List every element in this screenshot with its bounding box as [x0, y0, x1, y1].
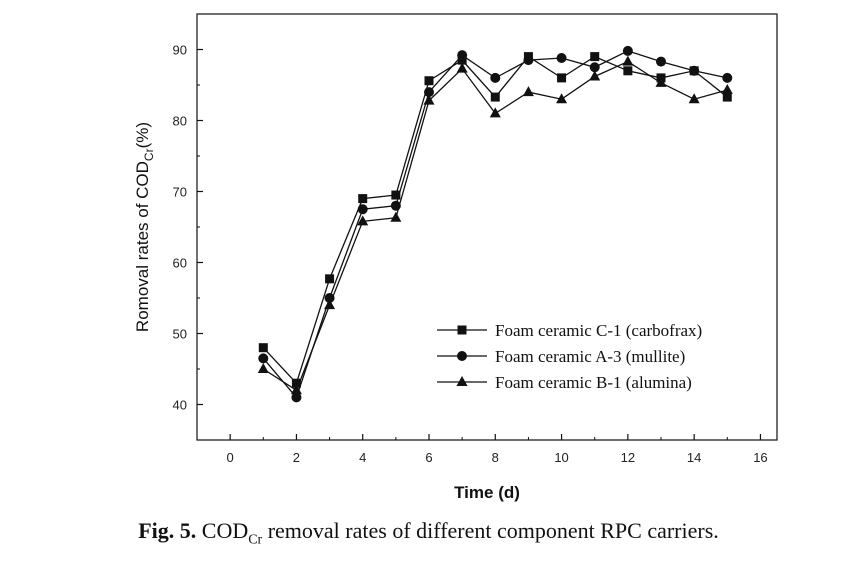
legend-label: Foam ceramic A-3 (mullite): [495, 347, 685, 366]
data-point: [291, 378, 301, 388]
x-tick-label: 2: [293, 450, 300, 465]
y-tick-label: 50: [173, 327, 187, 342]
data-point: [324, 299, 336, 310]
data-point: [490, 92, 500, 102]
data-point: [423, 94, 435, 105]
figure-caption: Fig. 5. CODCr removal rates of different…: [0, 518, 857, 548]
data-point: [655, 76, 667, 87]
data-point: [391, 190, 401, 200]
y-tick-label: 70: [173, 185, 187, 200]
y-tick-label: 40: [173, 398, 187, 413]
data-point: [522, 86, 534, 97]
data-point: [325, 274, 335, 284]
data-point: [556, 53, 567, 64]
legend-marker: [457, 351, 467, 361]
y-axis-title-suffix: (%): [133, 122, 152, 148]
caption-post: removal rates of different component RPC…: [262, 518, 719, 543]
series-group: [257, 45, 733, 403]
series-circle: [258, 45, 733, 403]
x-tick-label: 16: [753, 450, 767, 465]
legend-marker: [456, 376, 468, 386]
data-point: [688, 93, 700, 104]
data-point: [589, 62, 600, 73]
legend: Foam ceramic C-1 (carbofrax) Foam ceramic…: [437, 321, 702, 392]
data-point: [523, 55, 534, 66]
legend-entry: Foam ceramic B-1 (alumina): [437, 373, 692, 392]
data-point: [556, 93, 568, 104]
data-point: [257, 363, 269, 373]
y-axis-title-sub: Cr: [142, 148, 156, 161]
legend-marker: [457, 325, 467, 335]
data-point: [689, 65, 700, 76]
x-tick-label: 12: [621, 450, 635, 465]
caption-sub: Cr: [248, 532, 263, 548]
data-point: [623, 66, 633, 76]
y-axis-title-main: Romoval rates of COD: [133, 161, 152, 332]
data-point: [390, 211, 402, 222]
data-point: [722, 92, 732, 102]
data-point: [722, 72, 733, 83]
data-point: [357, 215, 369, 226]
data-point: [290, 384, 302, 395]
data-point: [258, 353, 269, 364]
data-point: [424, 76, 434, 86]
data-point: [656, 56, 666, 67]
legend-entry: Foam ceramic C-1 (carbofrax): [437, 321, 702, 340]
legend-label: Foam ceramic C-1 (carbofrax): [495, 321, 702, 340]
data-point: [490, 72, 501, 83]
data-point: [589, 70, 601, 81]
data-point: [357, 204, 368, 215]
x-tick-label: 14: [687, 450, 701, 465]
data-point: [291, 392, 302, 403]
data-point: [557, 73, 567, 83]
data-point: [456, 62, 468, 73]
y-tick-label: 60: [173, 256, 187, 271]
x-tick-label: 6: [425, 450, 432, 465]
data-point: [622, 55, 634, 66]
y-axis-title: Romoval rates of CODCr(%): [133, 122, 156, 332]
x-axis-title: Time (d): [454, 483, 520, 502]
x-tick-label: 0: [227, 450, 234, 465]
data-point: [258, 343, 268, 353]
series-triangle: [257, 55, 733, 395]
data-point: [590, 52, 600, 62]
y-tick-label: 80: [173, 114, 187, 129]
series-line: [262, 50, 728, 399]
caption-pre: COD: [196, 518, 249, 543]
y-tick-label: 90: [173, 43, 187, 58]
data-point: [424, 87, 434, 98]
x-tick-label: 8: [492, 450, 499, 465]
data-point: [721, 83, 733, 94]
x-tick-label: 4: [359, 450, 366, 465]
legend-entry: Foam ceramic A-3 (mullite): [437, 347, 685, 366]
data-point: [358, 194, 368, 204]
chart: 0 2 4 6 8 10 12 14 16 40 50 60 70 80 90 Foam ceramic C…: [133, 13, 778, 502]
legend-label: Foam ceramic B-1 (alumina): [495, 373, 692, 392]
x-tick-label: 10: [554, 450, 568, 465]
data-point: [622, 45, 633, 56]
caption-label: Fig. 5.: [138, 518, 197, 543]
ticks: 0 2 4 6 8 10 12 14 16 40 50 60 70 80 90: [173, 43, 768, 466]
data-point: [457, 50, 468, 61]
data-point: [489, 107, 501, 118]
